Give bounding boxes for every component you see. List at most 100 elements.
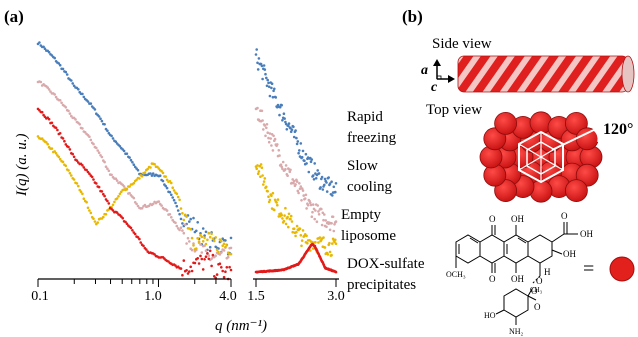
left-point-rapid-freezing: [64, 70, 68, 74]
left-point-dox-sulfate: [222, 275, 226, 279]
left-point-empty-liposome: [143, 171, 147, 174]
left-point-dox-sulfate: [68, 148, 72, 151]
left-point-empty-liposome: [222, 242, 226, 246]
right-point-rapid-freezing: [255, 48, 258, 51]
left-point-dox-sulfate: [221, 269, 224, 273]
left-tick-1.0: 1.0: [144, 289, 162, 304]
left-point-rapid-freezing: [61, 67, 65, 71]
left-point-dox-sulfate: [50, 121, 54, 125]
atom-h: H: [544, 267, 551, 277]
left-point-rapid-freezing: [161, 179, 165, 183]
left-point-rapid-freezing: [82, 95, 86, 99]
left-point-empty-liposome: [201, 240, 205, 243]
left-point-slow-cooling: [89, 138, 93, 142]
left-point-empty-liposome: [153, 162, 156, 166]
right-point-empty-liposome: [295, 224, 299, 228]
left-point-slow-cooling: [106, 167, 109, 170]
left-point-slow-cooling: [157, 200, 161, 203]
left-point-slow-cooling: [122, 185, 126, 188]
left-point-dox-sulfate: [47, 117, 51, 121]
left-point-slow-cooling: [226, 255, 230, 259]
left-point-empty-liposome: [218, 238, 222, 241]
right-point-empty-liposome: [263, 177, 267, 180]
right-point-slow-cooling: [299, 185, 303, 188]
right-point-rapid-freezing: [321, 188, 325, 191]
right-point-slow-cooling: [273, 137, 277, 141]
left-point-empty-liposome: [102, 215, 105, 219]
left-point-rapid-freezing: [171, 196, 174, 199]
panel-b-label: (b): [402, 7, 423, 26]
right-point-dox-sulfate: [334, 270, 338, 274]
right-point-slow-cooling: [289, 168, 292, 172]
left-point-empty-liposome: [165, 178, 169, 182]
left-point-rapid-freezing: [128, 156, 131, 159]
left-point-dox-sulfate: [207, 257, 211, 261]
atom-o-2: O: [561, 211, 568, 221]
right-point-slow-cooling: [278, 154, 281, 157]
right-point-rapid-freezing: [320, 175, 324, 179]
left-point-dox-sulfate: [203, 258, 206, 261]
left-point-dox-sulfate: [189, 265, 192, 269]
left-point-empty-liposome: [197, 240, 201, 243]
right-point-empty-liposome: [314, 241, 317, 244]
left-point-dox-sulfate: [111, 209, 115, 212]
left-point-empty-liposome: [45, 141, 48, 144]
right-point-rapid-freezing: [281, 119, 284, 122]
right-point-rapid-freezing: [298, 149, 301, 152]
left-point-slow-cooling: [175, 224, 179, 228]
axis-a-label: a: [421, 63, 428, 78]
legend: Rapid freezing Slow cooling Empty liposo…: [341, 109, 425, 293]
left-point-slow-cooling: [114, 177, 118, 180]
left-point-dox-sulfate: [199, 254, 202, 258]
right-point-slow-cooling: [295, 180, 299, 183]
right-point-rapid-freezing: [303, 159, 306, 163]
left-point-dox-sulfate: [179, 267, 183, 270]
right-point-rapid-freezing: [273, 87, 276, 91]
left-point-empty-liposome: [86, 206, 90, 210]
left-point-rapid-freezing: [176, 209, 180, 212]
right-point-rapid-freezing: [319, 186, 322, 189]
left-point-empty-liposome: [200, 235, 204, 239]
left-point-rapid-freezing: [86, 100, 90, 103]
right-plot: 1.5 3.0: [247, 48, 345, 304]
right-point-rapid-freezing: [309, 160, 313, 163]
left-tick-4.0: 4.0: [219, 289, 237, 304]
left-point-empty-liposome: [189, 228, 192, 231]
left-point-empty-liposome: [36, 135, 40, 138]
left-point-rapid-freezing: [131, 161, 134, 164]
left-point-empty-liposome: [170, 181, 173, 185]
left-point-dox-sulfate: [224, 270, 227, 274]
dox-ball: [565, 179, 588, 203]
left-point-dox-sulfate: [185, 269, 188, 272]
left-point-rapid-freezing: [132, 163, 136, 166]
right-point-empty-liposome: [291, 230, 295, 234]
left-point-empty-liposome: [217, 250, 220, 254]
atom-o-5: O: [531, 286, 538, 296]
right-point-empty-liposome: [286, 215, 289, 219]
right-point-rapid-freezing: [313, 162, 317, 165]
right-point-rapid-freezing: [296, 140, 300, 143]
right-point-slow-cooling: [292, 179, 296, 183]
right-point-empty-liposome: [259, 163, 263, 166]
right-point-empty-liposome: [281, 217, 284, 220]
atom-och3: OCH₃: [446, 270, 466, 279]
right-point-empty-liposome: [300, 244, 303, 248]
left-point-dox-sulfate: [129, 226, 133, 230]
right-point-slow-cooling: [331, 215, 335, 219]
left-point-slow-cooling: [218, 253, 222, 256]
right-point-rapid-freezing: [312, 178, 316, 181]
dox-ball-legend: [609, 256, 635, 282]
right-point-rapid-freezing: [327, 176, 331, 179]
right-point-slow-cooling: [332, 229, 336, 233]
left-point-rapid-freezing: [125, 152, 129, 155]
left-point-dox-sulfate: [124, 220, 127, 224]
right-point-empty-liposome: [318, 236, 322, 239]
left-point-rapid-freezing: [118, 145, 122, 148]
right-point-slow-cooling: [330, 222, 333, 225]
left-point-dox-sulfate: [90, 175, 94, 179]
right-point-rapid-freezing: [270, 86, 273, 90]
left-point-dox-sulfate: [186, 272, 190, 275]
left-point-slow-cooling: [88, 135, 91, 138]
right-point-empty-liposome: [280, 213, 284, 217]
